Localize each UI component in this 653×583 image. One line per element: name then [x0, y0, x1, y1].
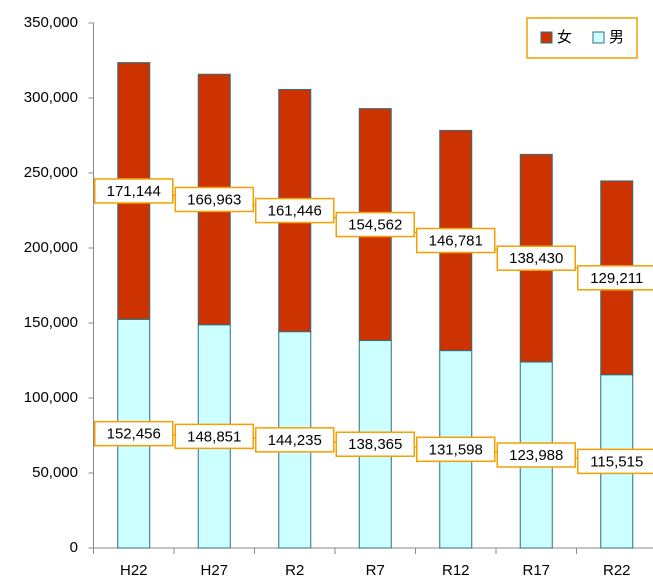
y-tick-label: 350,000 [24, 14, 78, 31]
x-tick-label: H22 [120, 562, 148, 579]
value-label: 129,211 [590, 270, 643, 287]
x-tick-label: R17 [522, 562, 550, 579]
value-label-box [335, 211, 415, 238]
value-label: 123,988 [509, 447, 563, 464]
value-label: 138,365 [348, 436, 402, 453]
value-label: 146,781 [429, 232, 483, 249]
y-tick-label: 100,000 [24, 389, 78, 406]
x-tick-label: R7 [366, 562, 385, 579]
value-label: 161,446 [268, 203, 322, 220]
y-tick-label: 200,000 [24, 239, 78, 256]
value-label-box [416, 436, 496, 463]
y-tick-label: 300,000 [24, 89, 78, 106]
legend-swatch [592, 31, 605, 44]
value-label-box [174, 423, 254, 450]
y-tick-label: 50,000 [32, 464, 78, 481]
value-label-box [496, 442, 576, 468]
value-label-box [335, 431, 415, 457]
y-tick-label: 250,000 [24, 164, 78, 181]
value-label: 144,235 [268, 432, 322, 449]
value-label-box [496, 245, 576, 271]
value-label: 148,851 [187, 428, 241, 445]
value-label: 138,430 [509, 250, 563, 267]
x-tick-label: R2 [285, 562, 304, 579]
y-tick-label: 150,000 [24, 314, 78, 331]
value-label-box [416, 227, 496, 254]
legend-label: 男 [609, 29, 624, 46]
value-label-box [255, 197, 335, 224]
value-label: 166,963 [187, 191, 241, 208]
value-label-box [174, 186, 254, 213]
legend-swatch [540, 31, 553, 44]
value-label: 171,144 [107, 183, 161, 200]
value-label-box [255, 427, 335, 453]
y-tick-label: 0 [70, 539, 78, 556]
value-label: 115,515 [590, 453, 643, 470]
legend-label: 女 [557, 28, 572, 46]
value-label: 154,562 [348, 216, 402, 233]
value-label-box [577, 448, 653, 475]
x-tick-label: R22 [603, 562, 631, 579]
value-label-box [94, 178, 174, 204]
x-tick-label: H27 [200, 562, 228, 579]
value-label: 152,456 [107, 426, 161, 443]
value-label-box [94, 420, 174, 447]
value-label: 131,598 [429, 441, 483, 458]
x-tick-label: R12 [442, 562, 470, 579]
value-label-box [577, 265, 653, 291]
